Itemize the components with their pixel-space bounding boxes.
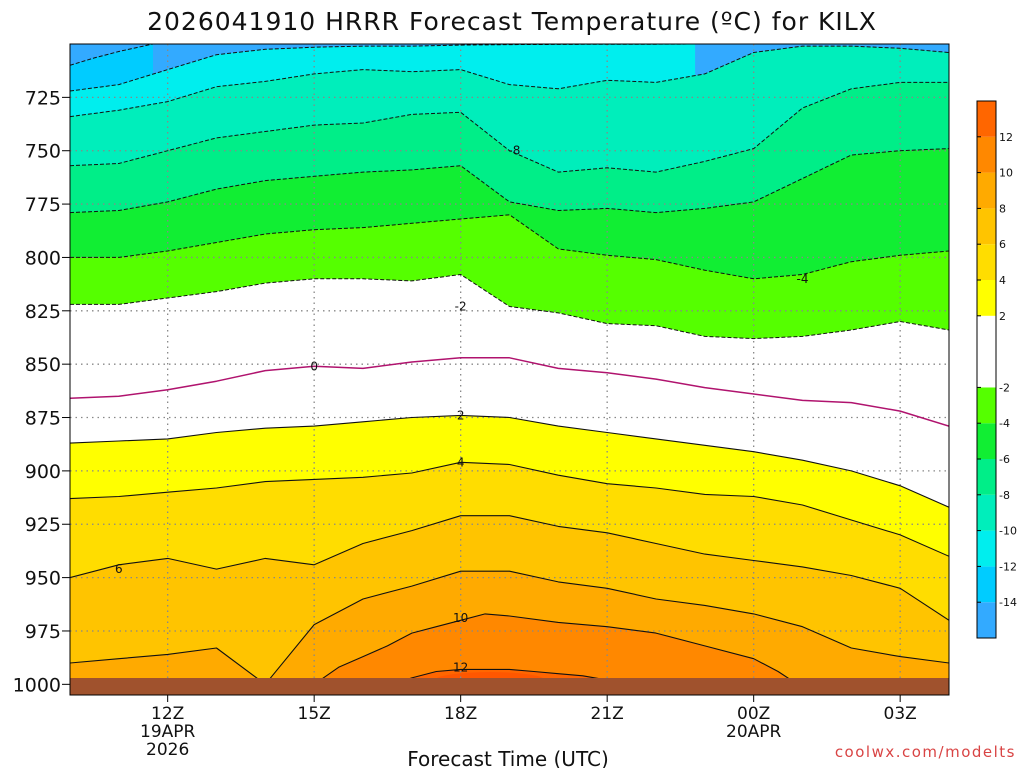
y-tick-label-825: 825 [25,301,61,323]
colorbar-swatch [977,423,996,459]
contour-labels: -8 -4 -2 0 2 4 6 10 12 [115,144,808,675]
colorbar-label: 10 [999,167,1013,180]
contour-label-0: 0 [310,359,318,373]
contour-label-2: 2 [457,408,465,422]
temperature-fill-layer [70,44,949,695]
x-tick-label-00Z: 00Z [737,704,770,724]
colorbar-swatch [977,208,996,245]
contour-line--10 [70,45,949,118]
colorbar-swatch [977,387,996,424]
colorbar-frame [976,100,997,639]
contour-label--4: -4 [797,272,809,286]
x-tick-label-12Z: 12Z [151,704,184,724]
gridlines [70,44,949,695]
contour-label-4: 4 [457,455,465,469]
contour-label--8: -8 [508,144,520,158]
plot-area: -8 -4 -2 0 2 4 6 10 12 [69,43,950,696]
colorbar-swatch [977,602,996,638]
contour-line-0 [70,357,949,427]
colorbar-label: -2 [999,381,1010,394]
colorbar-swatch [977,530,996,567]
colorbar-swatch [977,136,996,173]
y-tick-label-1000: 1000 [13,674,61,696]
contour-line-4 [70,461,949,557]
contour-label-10: 10 [453,611,468,625]
colorbar-label: -14 [999,596,1017,609]
x-date-label: 19APR [140,722,196,742]
colorbar-swatch [977,459,996,495]
x-tick-label-03Z: 03Z [884,704,917,724]
contour-label-6: 6 [115,562,123,576]
colorbar-label: 6 [999,238,1006,251]
colorbar-swatch [977,566,996,603]
y-tick-label-775: 775 [25,194,61,216]
contour-label--2: -2 [455,300,467,314]
contour-line-10 [313,613,798,685]
y-tick-label-750: 750 [25,141,61,163]
contour-line--14 [70,44,154,66]
colorbar-swatch [977,494,996,531]
colorbar-swatch [977,172,996,209]
chart-title: 2026041910 HRRR Forecast Temperature (ºC… [147,7,877,36]
x-tick-label-15Z: 15Z [298,704,331,724]
contour-line-8 [70,570,949,685]
x-date-label: 2026 [146,740,189,760]
colorbar-swatch [977,244,996,280]
contour-lines [70,44,949,685]
y-tick-label-725: 725 [25,87,61,109]
ground-surface [70,678,949,695]
colorbar-label: 4 [999,274,1006,287]
contour-line-2 [70,414,949,508]
colorbar-label: -4 [999,417,1010,430]
colorbar-label: 12 [999,131,1013,144]
x-tick-label-21Z: 21Z [591,704,624,724]
credit-text: coolwx.com/modelts [835,743,1016,761]
colorbar-label: -12 [999,560,1017,573]
x-date-label: 20APR [726,722,782,742]
colorbar-swatch [977,315,996,388]
colorbar-label: -8 [999,489,1010,502]
y-tick-label-950: 950 [25,568,61,590]
colorbar-label: 8 [999,202,1006,215]
colorbar-label: -10 [999,525,1017,538]
y-tick-label-875: 875 [25,408,61,430]
y-tick-label-925: 925 [25,514,61,536]
y-tick-label-975: 975 [25,621,61,643]
colorbar-label: 2 [999,310,1006,323]
contour-line--8 [70,81,949,173]
plot-frame [69,43,950,696]
y-tick-label-850: 850 [25,354,61,376]
y-tick-label-900: 900 [25,461,61,483]
colorbar-label: -6 [999,453,1010,466]
colorbar-swatch [977,101,996,137]
contour-line--2 [70,274,949,340]
colorbar-swatch [977,280,996,316]
contour-label-12: 12 [453,660,468,674]
y-axis: 725 750 775 800 825 850 875 900 925 950 975 1000 [13,87,70,696]
colorbar: 12 10 8 6 4 2 -2 -4 -6 -8 -10 -12 -14 [976,100,1017,639]
contour-line--4 [70,214,949,280]
contour-line-6 [70,515,949,621]
x-tick-label-18Z: 18Z [444,704,477,724]
x-axis-title: Forecast Time (UTC) [407,747,609,768]
y-tick-label-800: 800 [25,247,61,269]
fill-band-warm-core-10 [314,613,798,685]
